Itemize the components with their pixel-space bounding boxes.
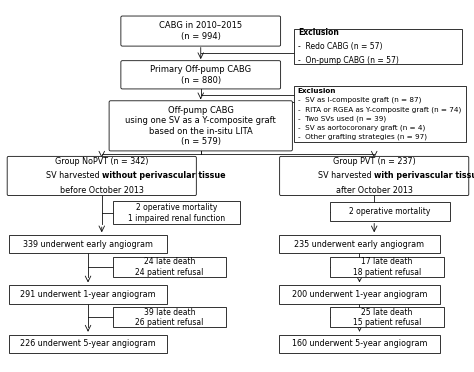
Text: Group NoPVT (n = 342): Group NoPVT (n = 342) bbox=[55, 157, 148, 166]
Text: 235 underwent early angiogram: 235 underwent early angiogram bbox=[294, 240, 425, 249]
FancyBboxPatch shape bbox=[330, 257, 444, 277]
FancyBboxPatch shape bbox=[279, 334, 440, 353]
Text: 160 underwent 5-year angiogram: 160 underwent 5-year angiogram bbox=[292, 339, 427, 348]
Text: 291 underwent 1-year angiogram: 291 underwent 1-year angiogram bbox=[20, 290, 156, 299]
FancyBboxPatch shape bbox=[294, 29, 463, 64]
Text: before October 2013: before October 2013 bbox=[60, 186, 144, 195]
FancyBboxPatch shape bbox=[294, 86, 466, 142]
Text: 24 late death
24 patient refusal: 24 late death 24 patient refusal bbox=[135, 257, 203, 277]
Text: 39 late death
26 patient refusal: 39 late death 26 patient refusal bbox=[135, 308, 203, 327]
Text: 2 operative mortality: 2 operative mortality bbox=[349, 207, 430, 216]
Text: 25 late death
15 patient refusal: 25 late death 15 patient refusal bbox=[353, 308, 421, 327]
FancyBboxPatch shape bbox=[109, 101, 292, 151]
FancyBboxPatch shape bbox=[9, 285, 167, 304]
FancyBboxPatch shape bbox=[280, 156, 469, 196]
Text: after October 2013: after October 2013 bbox=[336, 186, 413, 195]
Text: -  Two SVs used (n = 39): - Two SVs used (n = 39) bbox=[298, 115, 386, 122]
Text: -  SV as I-composite graft (n = 87): - SV as I-composite graft (n = 87) bbox=[298, 97, 421, 103]
FancyBboxPatch shape bbox=[112, 202, 240, 224]
FancyBboxPatch shape bbox=[279, 235, 440, 253]
FancyBboxPatch shape bbox=[9, 334, 167, 353]
FancyBboxPatch shape bbox=[121, 16, 281, 46]
Text: with perivascular tissue: with perivascular tissue bbox=[374, 171, 474, 180]
Text: Group PVT (n = 237): Group PVT (n = 237) bbox=[333, 157, 416, 166]
Text: 17 late death
18 patient refusal: 17 late death 18 patient refusal bbox=[353, 257, 421, 277]
Text: 339 underwent early angiogram: 339 underwent early angiogram bbox=[23, 240, 153, 249]
FancyBboxPatch shape bbox=[279, 285, 440, 304]
Text: -  SV as aortocoronary graft (n = 4): - SV as aortocoronary graft (n = 4) bbox=[298, 125, 425, 131]
Text: Exclusion: Exclusion bbox=[298, 88, 336, 94]
Text: 200 underwent 1-year angiogram: 200 underwent 1-year angiogram bbox=[292, 290, 427, 299]
Text: -  Redo CABG (n = 57): - Redo CABG (n = 57) bbox=[298, 42, 382, 51]
Text: 2 operative mortality
1 impaired renal function: 2 operative mortality 1 impaired renal f… bbox=[128, 203, 225, 222]
FancyBboxPatch shape bbox=[330, 202, 450, 221]
Text: -  RITA or RGEA as Y-composite graft (n = 74): - RITA or RGEA as Y-composite graft (n =… bbox=[298, 106, 461, 113]
FancyBboxPatch shape bbox=[7, 156, 196, 196]
Text: SV harvested: SV harvested bbox=[46, 171, 102, 180]
Text: Primary Off-pump CABG
(n = 880): Primary Off-pump CABG (n = 880) bbox=[150, 65, 251, 84]
FancyBboxPatch shape bbox=[112, 307, 226, 327]
Text: 226 underwent 5-year angiogram: 226 underwent 5-year angiogram bbox=[20, 339, 156, 348]
Text: Off-pump CABG
using one SV as a Y-composite graft
based on the in-situ LITA
(n =: Off-pump CABG using one SV as a Y-compos… bbox=[125, 106, 276, 146]
FancyBboxPatch shape bbox=[112, 257, 226, 277]
Text: without perivascular tissue: without perivascular tissue bbox=[102, 171, 225, 180]
Text: CABG in 2010–2015
(n = 994): CABG in 2010–2015 (n = 994) bbox=[159, 21, 242, 41]
FancyBboxPatch shape bbox=[9, 235, 167, 253]
Text: Exclusion: Exclusion bbox=[298, 28, 338, 37]
Text: -  Other grafting strategies (n = 97): - Other grafting strategies (n = 97) bbox=[298, 134, 427, 140]
Text: SV harvested: SV harvested bbox=[318, 171, 374, 180]
FancyBboxPatch shape bbox=[121, 61, 281, 89]
FancyBboxPatch shape bbox=[330, 307, 444, 327]
Text: -  On-pump CABG (n = 57): - On-pump CABG (n = 57) bbox=[298, 56, 399, 65]
